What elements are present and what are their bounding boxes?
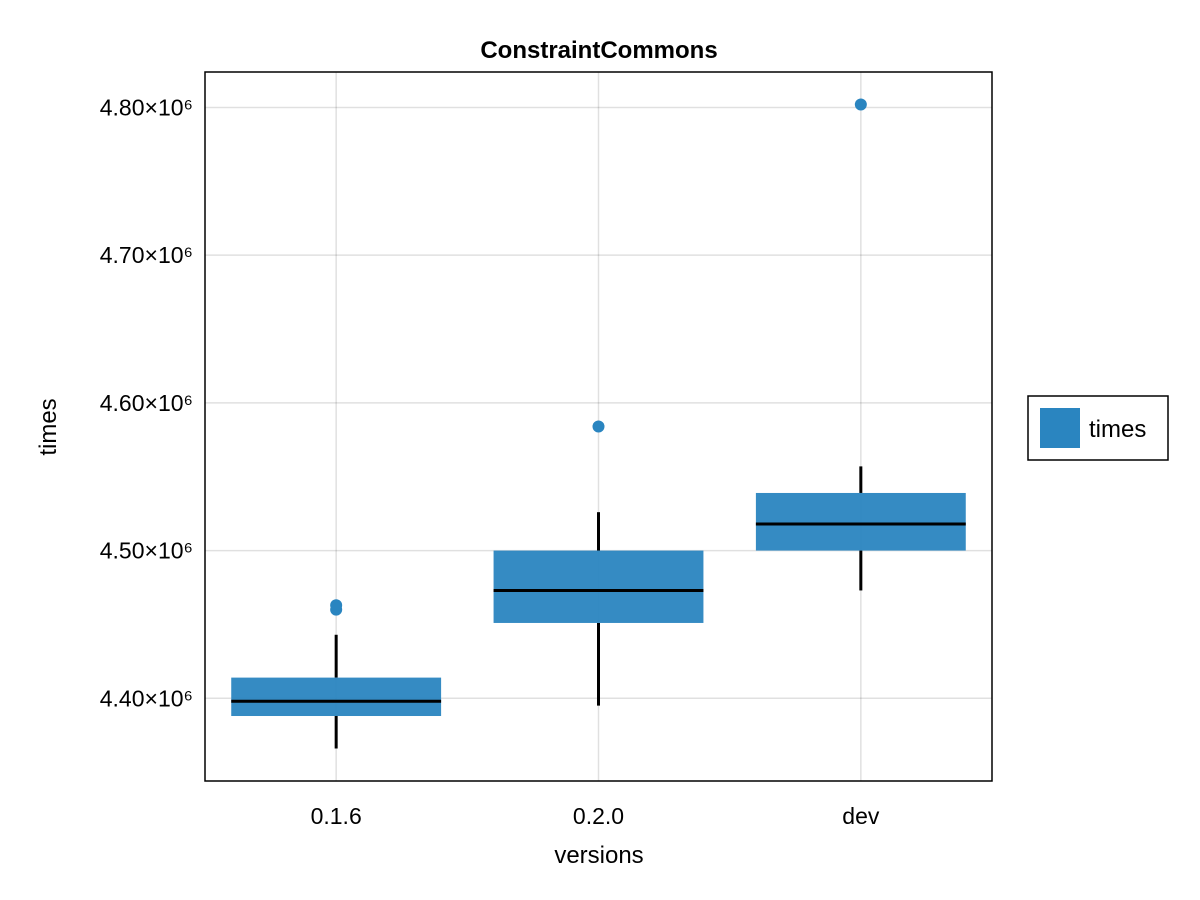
y-tick-label: 4.40×10⁶ (100, 685, 193, 711)
x-tick-label: 0.1.6 (311, 803, 362, 829)
y-tick-label: 4.50×10⁶ (100, 538, 193, 564)
box-group (493, 420, 704, 706)
boxes (231, 98, 966, 749)
x-axis-ticks: 0.1.6 0.2.0 dev (311, 803, 880, 829)
outlier-point (592, 420, 605, 433)
x-tick-label: 0.2.0 (573, 803, 624, 829)
box-group (231, 599, 442, 749)
legend-swatch (1040, 408, 1080, 448)
outlier-point (330, 599, 343, 612)
chart-title: ConstraintCommons (480, 37, 717, 64)
x-axis-label: versions (554, 842, 643, 869)
legend: times (1027, 395, 1169, 461)
y-tick-label: 4.80×10⁶ (100, 94, 193, 120)
box (231, 677, 442, 717)
y-axis-ticks: 4.40×10⁶ 4.50×10⁶ 4.60×10⁶ 4.70×10⁶ 4.80×10⁶ (100, 94, 193, 711)
y-axis-label: times (35, 398, 62, 455)
box (755, 492, 966, 551)
box (493, 550, 704, 623)
plot-frame (204, 71, 993, 782)
legend-label: times (1089, 416, 1146, 443)
y-tick-label: 4.60×10⁶ (100, 390, 193, 416)
grid (205, 72, 992, 781)
outlier-point (854, 98, 867, 111)
box-group (755, 98, 966, 591)
x-tick-label: dev (842, 803, 880, 829)
y-tick-label: 4.70×10⁶ (100, 242, 193, 268)
